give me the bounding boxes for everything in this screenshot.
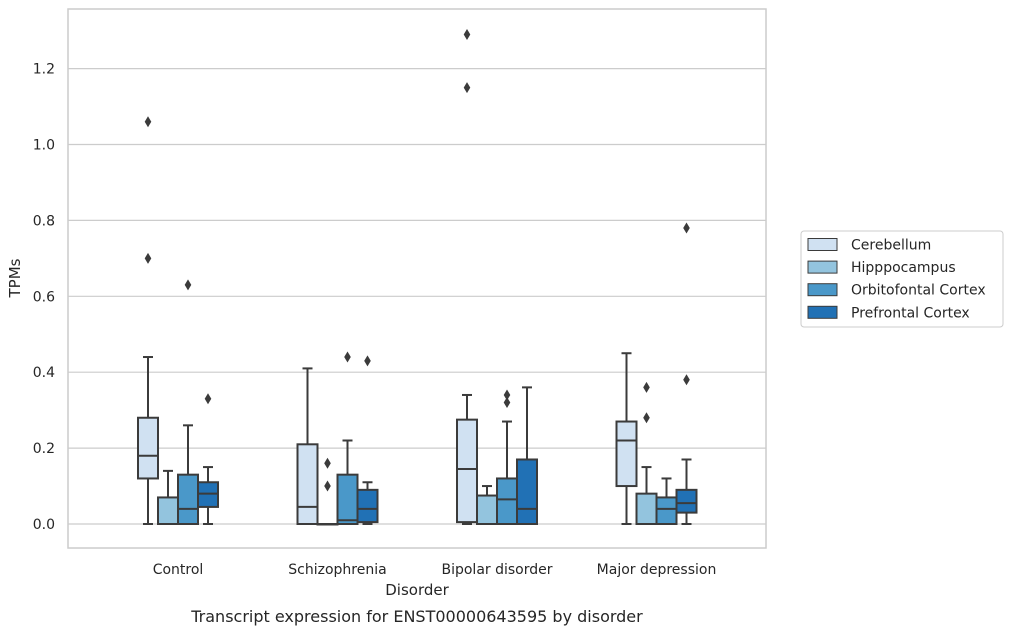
chart-caption: Transcript expression for ENST0000064359… [190,607,643,626]
x-tick-label: Schizophrenia [288,562,386,578]
y-axis-title: TPMs [6,258,24,298]
y-tick-label: 0.6 [33,289,55,305]
box-cerebellum [615,352,638,525]
outlier-point [683,222,690,234]
legend: Cerebellum Hipppocampus Orbitofontal Corte… [800,230,1004,328]
box-iqr [655,496,678,525]
legend-label: Hipppocampus [851,260,956,276]
legend-frame [800,230,1004,328]
outlier-point [344,351,351,363]
box-cerebellum [296,367,319,525]
box-prefrontal-cortex [675,222,698,525]
y-tick-label: 0.0 [33,517,55,533]
outlier-point [463,28,471,40]
y-tick-label: 1.2 [33,62,55,78]
outlier-point [184,279,192,291]
x-tick-label: Control [153,562,204,578]
outlier-point [144,252,152,264]
y-tick-label: 1.0 [33,138,55,154]
x-axis-tick-labels: Control Schizophrenia Bipolar disorder Majo… [153,562,717,578]
box-iqr [635,492,658,526]
outlier-point [463,82,471,94]
legend-label: Prefrontal Cortex [851,305,970,321]
box-iqr [356,488,379,524]
outlier-point [324,480,331,492]
x-tick-label: Major depression [597,562,717,578]
box-iqr [675,488,698,514]
box-iqr [496,477,518,525]
box-iqr [456,418,478,524]
outlier-point [643,381,650,393]
outlier-point [643,412,650,424]
legend-swatch [807,260,838,274]
legend-swatch [807,305,838,319]
box-iqr [336,473,359,526]
gridlines [68,67,766,525]
y-tick-label: 0.8 [33,213,55,229]
box-cerebellum [456,28,478,525]
legend-swatch [807,238,838,251]
y-tick-label: 0.2 [33,441,55,457]
legend-swatch [807,283,838,297]
box-prefrontal-cortex [356,355,379,525]
box-iqr [296,443,319,525]
box-iqr [476,494,498,526]
box-prefrontal-cortex [516,386,538,525]
box-iqr [157,496,179,525]
outlier-point [503,397,511,409]
box-prefrontal-cortex [197,393,219,525]
box-iqr [137,416,159,480]
plot-area [137,28,698,526]
outlier-point [364,355,371,367]
outlier-point [503,389,511,401]
box-iqr [177,473,199,526]
box-hipppocampus [157,469,179,525]
box-iqr [615,420,638,488]
outlier-point [204,393,212,405]
legend-label: Cerebellum [851,238,931,254]
plot-frame [67,8,767,549]
box-orbitofontal-cortex [177,279,199,526]
x-axis-title: Disorder [385,581,449,599]
outlier-point [324,457,331,469]
box-hipppocampus [476,485,498,526]
outlier-point [683,374,690,386]
legend-label: Orbitofontal Cortex [851,283,986,299]
x-tick-label: Bipolar disorder [441,562,552,578]
box-hipppocampus [316,457,339,526]
box-orbitofontal-cortex [655,477,678,525]
outlier-point [144,116,152,128]
y-axis-tick-labels: 0.0 0.2 0.4 0.6 0.8 1.0 1.2 [33,62,55,533]
box-orbitofontal-cortex [336,351,359,526]
box-iqr [516,458,538,525]
box-orbitofontal-cortex [496,389,518,525]
y-tick-label: 0.4 [33,365,55,381]
box-hipppocampus [635,381,658,526]
box-cerebellum [137,116,159,525]
